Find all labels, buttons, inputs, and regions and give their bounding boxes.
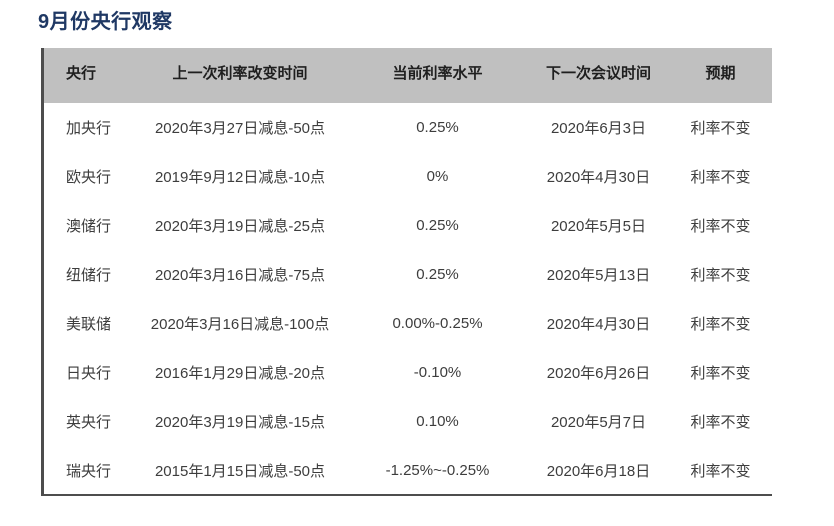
central-bank-table: 央行 上一次利率改变时间 当前利率水平 下一次会议时间 预期 加央行 2020年3月27日…: [41, 48, 772, 496]
bank-name-cell: 英央行: [66, 414, 112, 431]
table-row: 日央行 2016年1月29日减息-20点 -0.10% 2020年6月26日 利率不变: [43, 348, 772, 397]
page-title: 9月份央行观察: [38, 11, 173, 33]
table-cell: 2020年6月3日: [550, 120, 647, 137]
table-cell: 2020年5月13日: [546, 267, 651, 284]
table-body: 加央行 2020年3月27日减息-50点 0.25% 2020年6月3日 利率不变 欧央行…: [43, 103, 772, 495]
table-cell: 利率不变: [690, 462, 751, 480]
table-cell: 利率不变: [690, 365, 751, 382]
column-header-1: 央行: [66, 65, 97, 82]
bank-name-cell: 澳储行: [66, 218, 112, 235]
table-cell: 利率不变: [690, 169, 751, 186]
column-header-2: 上一次利率改变时间: [172, 65, 308, 82]
table-cell: -1.25%~-0.25%: [385, 461, 490, 479]
column-header-5: 预期: [705, 65, 736, 82]
table-cell: 2020年3月16日减息-100点: [150, 316, 330, 333]
bank-name-cell: 日央行: [66, 365, 112, 382]
table-cell: 利率不变: [690, 414, 751, 431]
table-row: 欧央行 2019年9月12日减息-10点 0% 2020年4月30日 利率不变: [43, 152, 772, 201]
table-cell: 利率不变: [690, 267, 751, 284]
table-cell: 2019年9月12日减息-10点: [154, 169, 326, 186]
table-header-row: 央行 上一次利率改变时间 当前利率水平 下一次会议时间 预期: [42, 48, 772, 103]
table-cell: 2016年1月29日减息-20点: [154, 365, 326, 382]
bank-name-cell: 加央行: [66, 120, 112, 137]
table-cell: 0.25%: [416, 266, 459, 283]
table-cell: 0.00%-0.25%: [392, 315, 483, 332]
table-cell: -0.10%: [413, 364, 462, 381]
table-row: 瑞央行 2015年1月15日减息-50点 -1.25%~-0.25% 2020年6月1…: [43, 446, 772, 495]
table-row: 美联储 2020年3月16日减息-100点 0.00%-0.25% 2020年4月30…: [43, 299, 772, 348]
table-row: 加央行 2020年3月27日减息-50点 0.25% 2020年6月3日 利率不变: [43, 103, 772, 152]
table-cell: 0%: [426, 168, 449, 185]
table-row: 澳储行 2020年3月19日减息-25点 0.25% 2020年5月5日 利率不变: [43, 201, 772, 250]
table-cell: 0.25%: [416, 119, 459, 136]
table-cell: 2020年4月30日: [546, 169, 651, 186]
table-cell: 2020年5月5日: [550, 218, 647, 235]
table-row: 英央行 2020年3月19日减息-15点 0.10% 2020年5月7日 利率不变: [43, 397, 772, 446]
table-cell: 2020年6月18日: [546, 462, 651, 480]
bank-name-cell: 美联储: [66, 316, 112, 333]
bank-name-cell: 瑞央行: [66, 462, 112, 480]
table-cell: 利率不变: [690, 316, 751, 333]
table-cell: 2020年4月30日: [546, 316, 651, 333]
table-cell: 利率不变: [690, 218, 751, 235]
table-cell: 2020年3月19日减息-15点: [154, 414, 326, 431]
column-header-3: 当前利率水平: [392, 65, 483, 82]
table-cell: 2020年3月27日减息-50点: [154, 120, 326, 137]
table-head: 央行 上一次利率改变时间 当前利率水平 下一次会议时间 预期: [42, 48, 772, 103]
table-cell: 2020年3月19日减息-25点: [154, 218, 326, 235]
bank-name-cell: 纽储行: [66, 267, 112, 284]
column-header-4: 下一次会议时间: [545, 65, 651, 82]
table-row: 纽储行 2020年3月16日减息-75点 0.25% 2020年5月13日 利率不变: [43, 250, 772, 299]
table-cell: 0.10%: [416, 413, 459, 430]
bank-name-cell: 欧央行: [66, 169, 112, 186]
table-cell: 2020年5月7日: [550, 414, 647, 431]
table-cell: 利率不变: [690, 120, 751, 137]
table-cell: 0.25%: [416, 217, 459, 234]
table-cell: 2015年1月15日减息-50点: [154, 462, 326, 480]
table-cell: 2020年6月26日: [546, 365, 651, 382]
table-cell: 2020年3月16日减息-75点: [154, 267, 326, 284]
